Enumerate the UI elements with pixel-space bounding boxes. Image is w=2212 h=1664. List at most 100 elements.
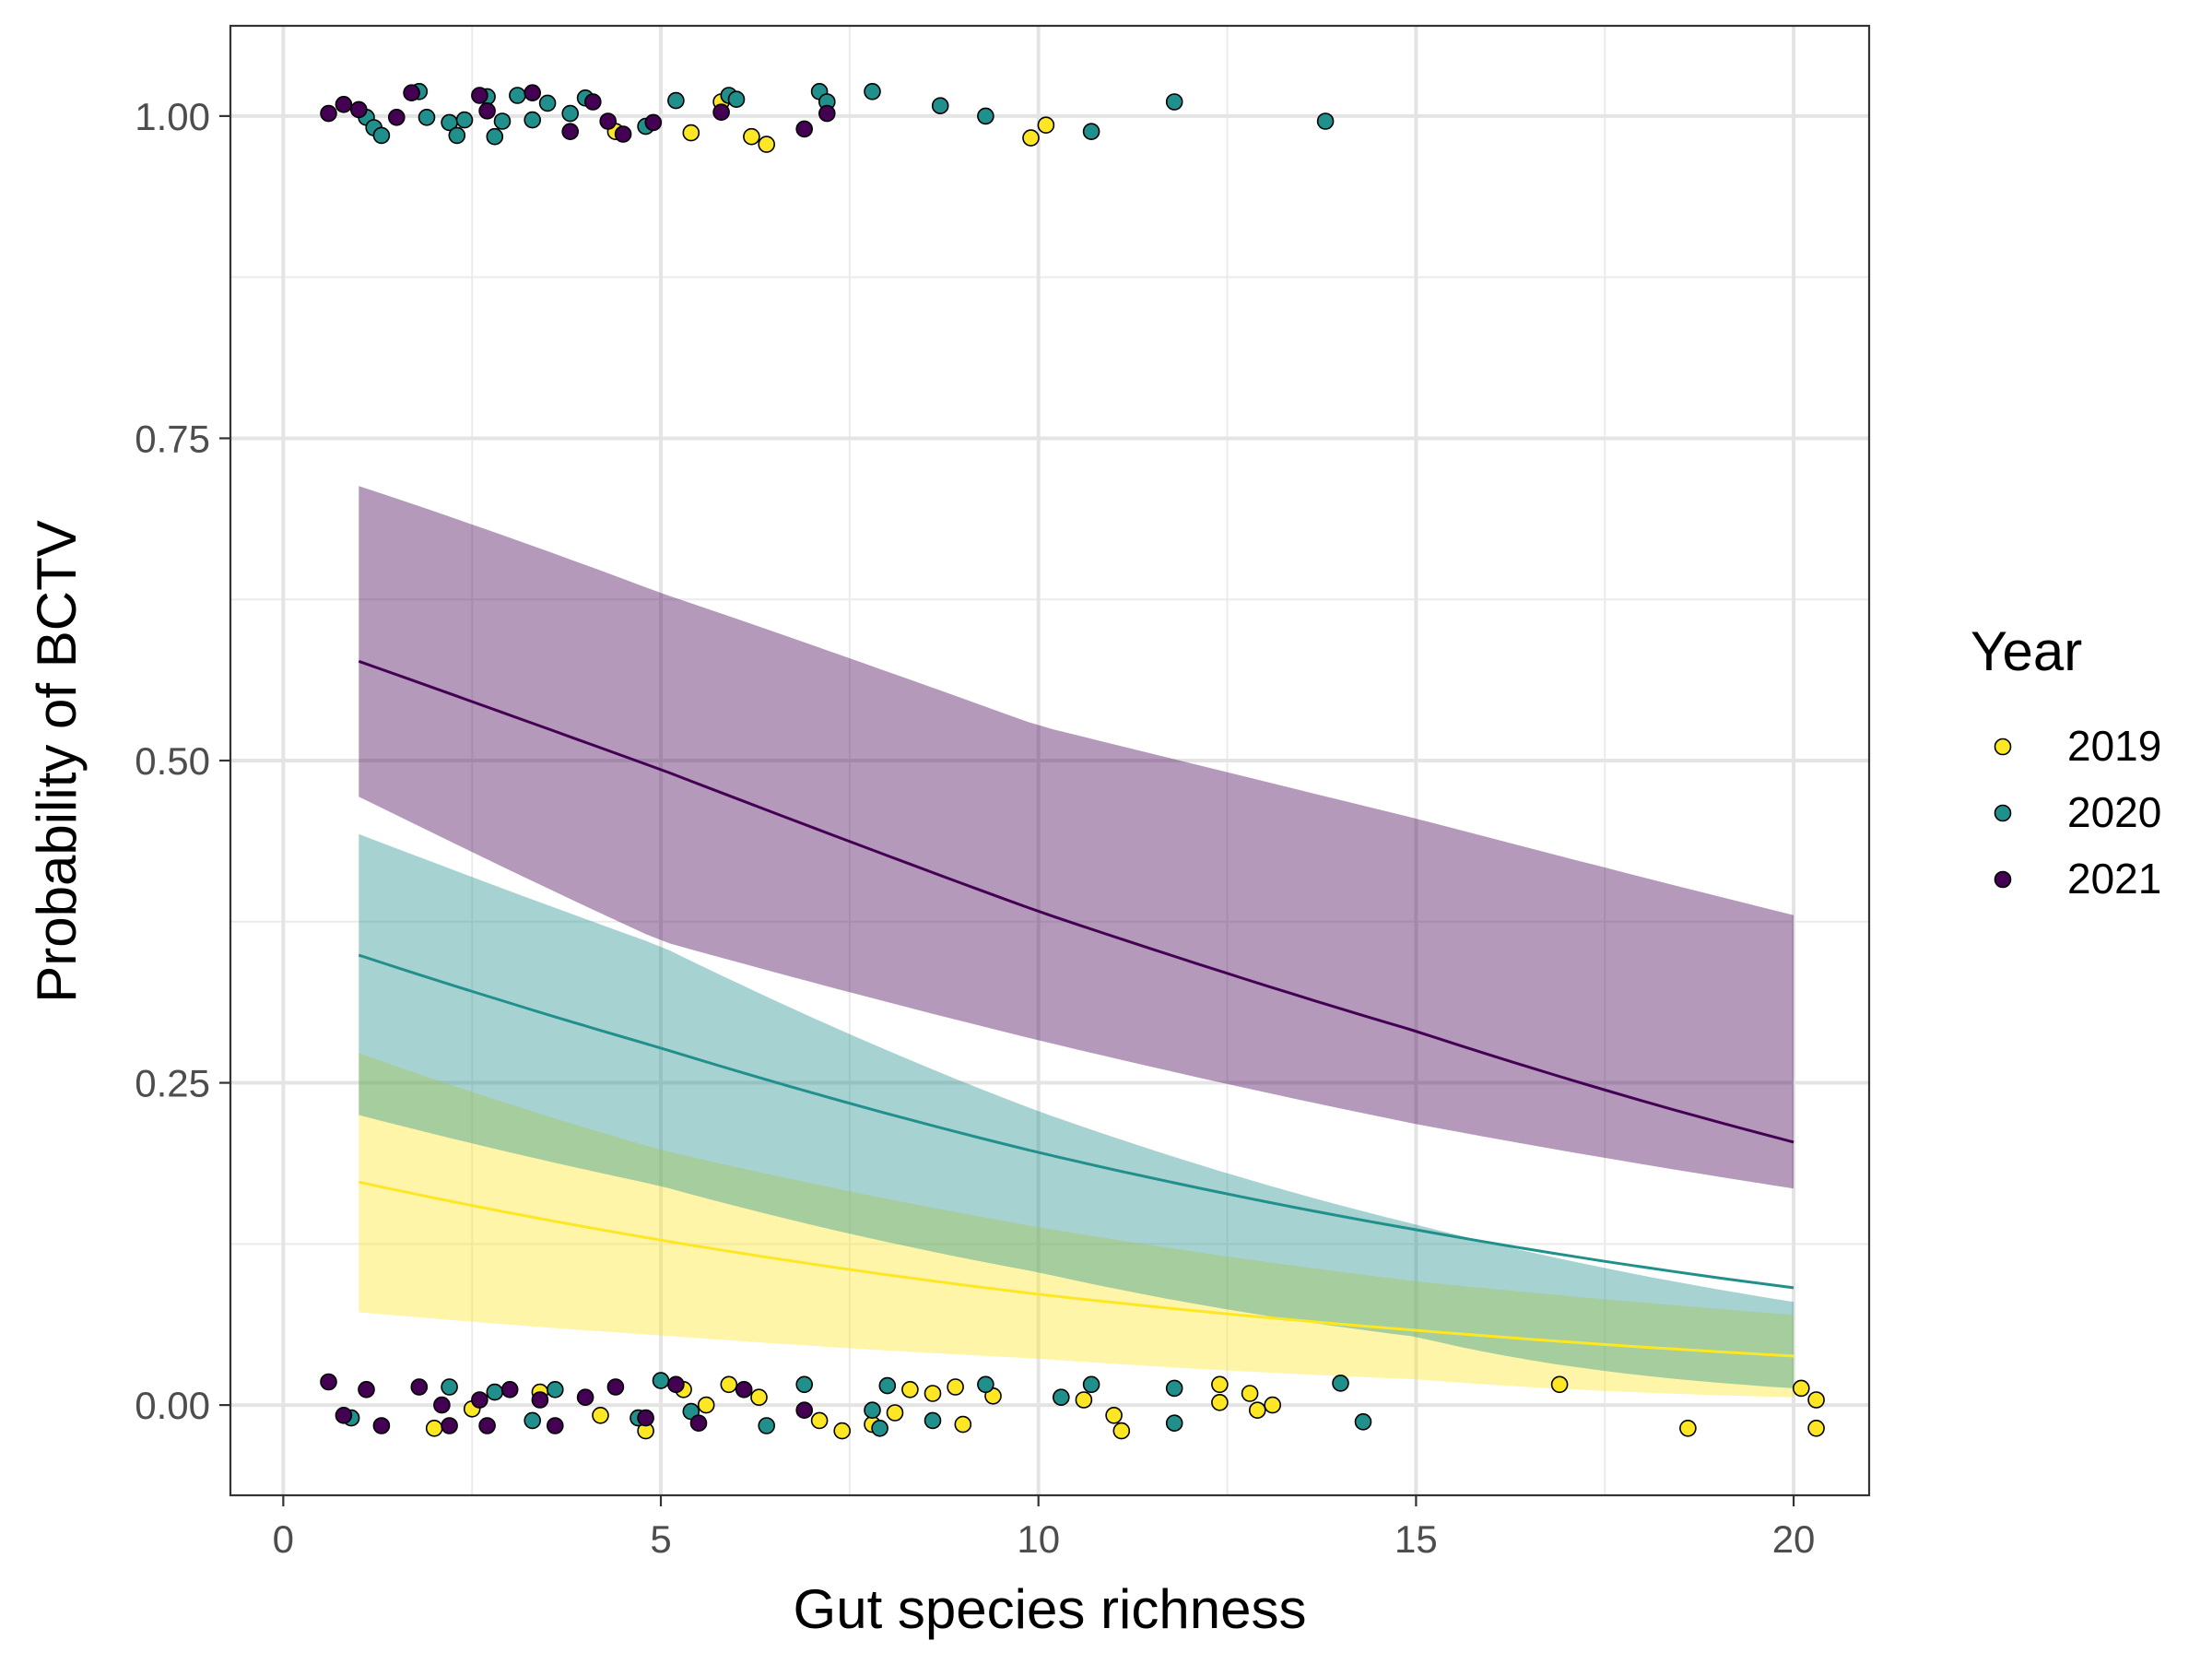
point-2020 [538, 94, 557, 112]
point-2020 [977, 1375, 994, 1394]
point-2019 [954, 1415, 972, 1434]
x-tick-label: 0 [273, 1517, 294, 1561]
fit-line-2021 [358, 659, 1794, 1144]
point-2021 [583, 93, 602, 111]
point-2020 [524, 111, 542, 129]
point-2021 [320, 104, 337, 123]
point-2020 [795, 1375, 814, 1394]
point-2020 [1082, 123, 1100, 140]
point-2019 [1264, 1396, 1281, 1414]
legend-key-2020 [1994, 804, 2012, 822]
point-2021 [478, 102, 496, 120]
point-2021 [320, 1373, 337, 1391]
point-2020 [931, 97, 949, 114]
x-tick-label: 10 [1017, 1517, 1060, 1561]
point-2019 [750, 1388, 768, 1406]
point-2020 [864, 1401, 881, 1419]
x-tick-label: 20 [1772, 1517, 1816, 1561]
point-2021 [335, 1407, 353, 1424]
point-2019 [682, 124, 700, 142]
point-2020 [924, 1411, 942, 1430]
point-2019 [1075, 1391, 1093, 1409]
point-2020 [1316, 112, 1335, 130]
fit-lines [358, 659, 1794, 1358]
y-tick-label: 0.75 [135, 417, 210, 460]
point-2021 [471, 1391, 488, 1409]
point-2021 [712, 103, 730, 121]
point-2021 [689, 1414, 708, 1432]
point-2021 [561, 123, 580, 140]
point-2020 [1082, 1375, 1100, 1394]
point-2021 [500, 1381, 519, 1398]
point-2019 [592, 1407, 609, 1424]
point-2021 [349, 100, 368, 119]
point-2020 [418, 109, 436, 126]
point-2021 [599, 112, 618, 130]
point-2020 [1053, 1388, 1070, 1406]
point-2020 [878, 1376, 897, 1395]
point-2021 [614, 125, 632, 143]
x-tick-label: 5 [650, 1517, 671, 1561]
point-2021 [637, 1409, 654, 1427]
point-2020 [448, 126, 466, 145]
legend-key-2019 [1994, 738, 2012, 756]
point-2019 [1022, 129, 1040, 147]
point-2019 [425, 1420, 443, 1437]
point-2019 [697, 1396, 715, 1414]
point-2019 [1112, 1422, 1131, 1440]
point-2019 [743, 127, 760, 146]
point-2019 [1211, 1394, 1229, 1411]
point-2019 [1211, 1375, 1229, 1394]
legend-label-2021: 2021 [2067, 855, 2161, 903]
point-2021 [795, 120, 814, 138]
legend-label-2019: 2019 [2067, 722, 2161, 770]
y-tick-label: 0.25 [135, 1062, 210, 1105]
point-2021 [372, 1417, 391, 1434]
point-2020 [977, 107, 994, 125]
point-2020 [561, 104, 580, 123]
point-2020 [667, 91, 685, 110]
point-2019 [901, 1381, 919, 1398]
legend-key-2021 [1994, 870, 2012, 889]
point-2019 [1679, 1420, 1697, 1437]
point-2021 [478, 1417, 496, 1434]
data-points [320, 83, 1825, 1440]
point-2021 [433, 1396, 451, 1414]
y-axis-title: Probability of BCTV [26, 520, 88, 1003]
legend: Year 2019 2020 2021 [1971, 620, 2161, 903]
point-2019 [1550, 1375, 1569, 1394]
point-2019 [924, 1385, 942, 1402]
point-2021 [387, 109, 406, 126]
point-2021 [441, 1417, 458, 1434]
point-2019 [1807, 1420, 1825, 1437]
point-2020 [546, 1381, 564, 1398]
legend-items: 2019 2020 2021 [1994, 722, 2161, 903]
point-2021 [403, 84, 420, 101]
point-2021 [335, 96, 353, 113]
point-2019 [1807, 1391, 1825, 1409]
point-2021 [531, 1391, 549, 1409]
point-2020 [1165, 1379, 1183, 1398]
ribbon-2019 [359, 1053, 1794, 1398]
y-tick-label: 0.50 [135, 739, 210, 783]
point-2021 [471, 87, 488, 104]
y-tick-label: 1.00 [135, 95, 210, 138]
point-2020 [871, 1420, 888, 1437]
point-2020 [652, 1372, 670, 1389]
x-axis-title: Gut species richness [794, 1578, 1307, 1640]
point-2019 [758, 136, 776, 153]
point-2020 [1165, 1414, 1183, 1432]
point-2020 [486, 127, 504, 146]
point-2020 [1165, 93, 1183, 111]
point-2020 [493, 112, 512, 130]
ribbon-2021 [359, 486, 1794, 1189]
grid [230, 26, 1869, 1495]
point-2021 [524, 84, 542, 101]
point-2019 [1249, 1401, 1266, 1419]
point-2021 [818, 104, 836, 123]
fit-line-2020 [358, 953, 1794, 1290]
point-2020 [372, 126, 391, 145]
point-2021 [358, 1381, 375, 1398]
